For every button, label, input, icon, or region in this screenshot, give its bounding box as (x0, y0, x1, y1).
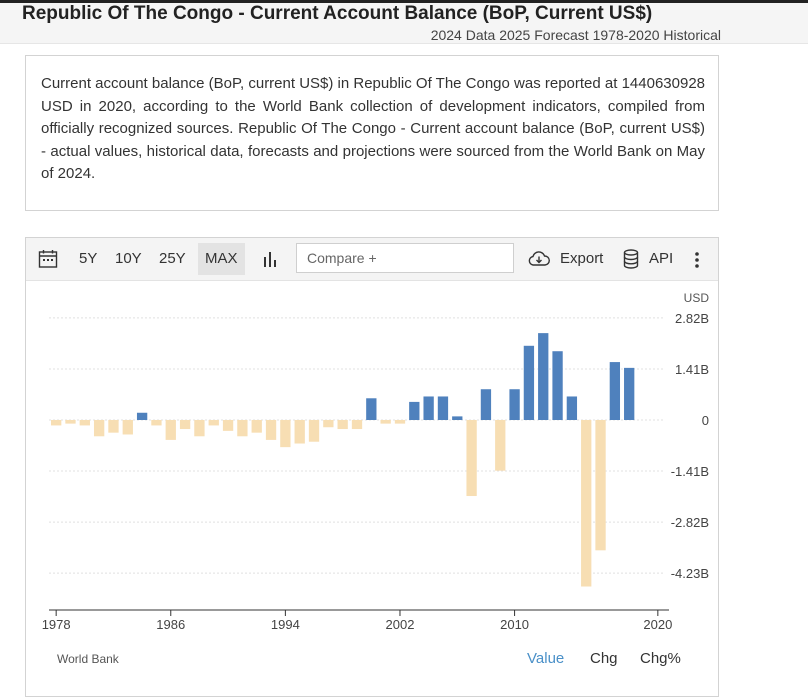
bar-1983[interactable] (122, 420, 133, 435)
y-tick-label: -4.23B (671, 566, 709, 581)
bar-1989[interactable] (208, 420, 219, 426)
bar-1993[interactable] (265, 420, 277, 440)
bar-1995[interactable] (294, 420, 305, 444)
bar-2018[interactable] (624, 367, 635, 420)
bar-2011[interactable] (523, 345, 535, 420)
tab-chg[interactable]: Chg (590, 650, 618, 667)
bar-2007[interactable] (466, 420, 477, 497)
bar-2000[interactable] (366, 398, 377, 420)
x-tick-label: 1986 (156, 617, 185, 632)
page-subtitle: 2024 Data 2025 Forecast 1978-2020 Histor… (430, 27, 721, 43)
bar-2015[interactable] (581, 420, 592, 587)
description-box: Current account balance (BoP, current US… (25, 55, 719, 211)
bar-2012[interactable] (538, 333, 549, 420)
bar-1996[interactable] (308, 420, 320, 442)
tab-chg-percent[interactable]: Chg% (640, 650, 681, 667)
y-tick-label: 1.41B (675, 362, 709, 377)
database-icon[interactable] (623, 249, 639, 274)
bar-1998[interactable] (337, 420, 348, 430)
bar-1990[interactable] (222, 420, 234, 431)
bar-1999[interactable] (351, 420, 363, 430)
bar-2013[interactable] (552, 351, 563, 420)
more-vertical-icon[interactable] (694, 251, 700, 274)
chart-toolbar: 5Y 10Y 25Y MAX Export (26, 238, 718, 281)
bar-2002[interactable] (394, 420, 406, 424)
range-max-button[interactable]: MAX (198, 243, 245, 275)
y-axis-unit: USD (684, 291, 710, 305)
range-25y-button[interactable]: 25Y (159, 250, 186, 267)
cloud-download-icon[interactable] (527, 249, 551, 274)
bar-2008[interactable] (480, 389, 492, 420)
x-tick-label: 2010 (500, 617, 529, 632)
bar-2005[interactable] (437, 396, 449, 420)
x-tick-label: 2002 (386, 617, 415, 632)
bar-1984[interactable] (136, 412, 148, 420)
y-tick-label: -2.82B (671, 515, 709, 530)
range-10y-button[interactable]: 10Y (115, 250, 142, 267)
bar-1997[interactable] (323, 420, 334, 428)
bar-1978[interactable] (51, 420, 62, 426)
bar-2010[interactable] (509, 389, 520, 420)
bar-1986[interactable] (165, 420, 176, 440)
page-title: Republic Of The Congo - Current Account … (22, 3, 653, 24)
bar-chart-icon[interactable] (262, 251, 280, 272)
x-tick-label: 2020 (643, 617, 672, 632)
bar-1979[interactable] (65, 420, 76, 424)
page-header: Republic Of The Congo - Current Account … (0, 3, 808, 44)
bar-2014[interactable] (566, 396, 578, 420)
bar-2016[interactable] (595, 420, 606, 551)
top-border (0, 0, 808, 3)
bar-2003[interactable] (409, 401, 420, 420)
bar-1992[interactable] (251, 420, 262, 433)
bar-1994[interactable] (280, 420, 291, 448)
y-tick-label: 0 (702, 413, 709, 428)
data-source-label: World Bank (57, 652, 119, 666)
bar-1982[interactable] (108, 420, 119, 433)
bar-2004[interactable] (423, 396, 434, 420)
bar-2001[interactable] (380, 420, 391, 424)
range-5y-button[interactable]: 5Y (79, 250, 98, 267)
bar-1991[interactable] (237, 420, 248, 437)
bar-1980[interactable] (79, 420, 90, 426)
bar-1987[interactable] (179, 420, 191, 430)
chart-card: 5Y 10Y 25Y MAX Export (25, 237, 719, 697)
bar-2009[interactable] (495, 420, 506, 471)
compare-input[interactable] (296, 243, 514, 273)
calendar-icon[interactable] (38, 249, 58, 274)
bar-1981[interactable] (93, 420, 105, 437)
bar-1985[interactable] (151, 420, 162, 426)
bar-2006[interactable] (452, 416, 463, 420)
api-button[interactable]: API (649, 250, 674, 267)
chart-plot: USD 2.82B 1.41B 0 -1.41B -2.82B -4.23B 1978 19… (42, 291, 710, 632)
bar-1988[interactable] (194, 420, 205, 437)
description-text: Current account balance (BoP, current US… (41, 75, 706, 182)
y-tick-label: -1.41B (671, 464, 709, 479)
bar-2017[interactable] (609, 362, 621, 420)
x-tick-label: 1994 (271, 617, 300, 632)
export-button[interactable]: Export (560, 250, 604, 267)
y-tick-label: 2.82B (675, 311, 709, 326)
tab-value[interactable]: Value (527, 650, 565, 667)
x-tick-label: 1978 (42, 617, 71, 632)
